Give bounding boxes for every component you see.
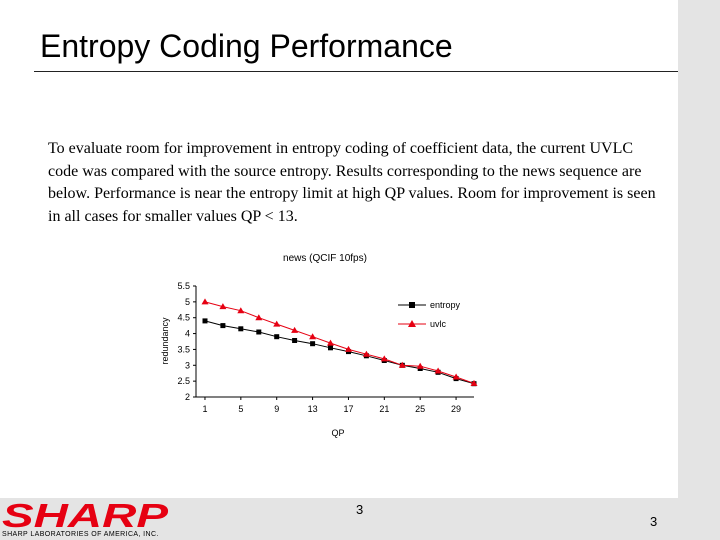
- x-tick-label: 17: [343, 404, 353, 414]
- uvlc-point: [345, 345, 352, 352]
- legend-entropy-marker: [409, 302, 415, 308]
- entropy-point: [220, 323, 226, 329]
- uvlc-point: [380, 355, 388, 362]
- y-tick-label: 5: [185, 297, 190, 307]
- chart-title: news (QCIF 10fps): [283, 253, 367, 264]
- entropy-point: [310, 341, 316, 347]
- legend-uvlc-marker: [408, 320, 416, 327]
- y-tick-label: 4: [185, 329, 190, 339]
- x-tick-label: 5: [238, 404, 243, 414]
- entropy-series-line: [204, 320, 475, 385]
- slide-side-band: [678, 0, 720, 540]
- uvlc-point: [237, 307, 245, 314]
- uvlc-point: [470, 379, 478, 386]
- x-tick-label: 9: [274, 404, 279, 414]
- uvlc-point: [291, 326, 299, 333]
- uvlc-point: [255, 314, 263, 321]
- entropy-point: [202, 318, 208, 324]
- legend-uvlc-label: uvlc: [430, 319, 447, 329]
- y-tick-label: 3.5: [177, 344, 190, 354]
- uvlc-point: [362, 350, 370, 357]
- uvlc-point: [327, 339, 334, 346]
- page-number: 3: [356, 502, 364, 517]
- x-tick-label: 1: [202, 404, 207, 414]
- y-tick-label: 5.5: [177, 281, 190, 291]
- sharp-logo-text: SHARP: [2, 500, 169, 530]
- entropy-point: [292, 338, 298, 343]
- y-tick-label: 2.5: [177, 376, 190, 386]
- sharp-logo: SHARP: [2, 500, 169, 530]
- x-tick-label: 21: [379, 404, 389, 414]
- slide-title: Entropy Coding Performance: [40, 28, 453, 64]
- uvlc-point: [452, 373, 460, 380]
- entropy-point: [238, 326, 244, 332]
- slide-body-text: To evaluate room for improvement in entr…: [48, 140, 656, 225]
- slide-footer-band: [0, 498, 720, 540]
- chart-legend: entropy uvlc: [398, 300, 461, 329]
- brand-subtitle: SHARP LABORATORIES OF AMERICA, INC.: [2, 531, 159, 538]
- chart-plot-layer: 2 2.5 3 3.5 4 4.5 5 5.5 1 5 9 13 17 21 25 29: [177, 281, 478, 414]
- x-tick-label: 29: [451, 404, 461, 414]
- entropy-point: [328, 345, 333, 351]
- legend-entropy-label: entropy: [430, 300, 461, 310]
- uvlc-point: [398, 361, 406, 368]
- uvlc-point: [309, 333, 317, 340]
- uvlc-point: [416, 362, 424, 369]
- uvlc-point: [273, 320, 281, 327]
- entropy-point: [274, 334, 280, 340]
- x-tick-label: 13: [308, 404, 318, 414]
- entropy-point: [256, 329, 262, 335]
- x-tick-label: 25: [415, 404, 425, 414]
- uvlc-point: [201, 298, 209, 305]
- chart-y-axis-label: redundancy: [160, 317, 170, 365]
- uvlc-series-line: [204, 301, 475, 384]
- uvlc-point: [219, 303, 227, 310]
- page-number-corner: 3: [650, 514, 658, 529]
- y-tick-label: 4.5: [177, 313, 190, 323]
- title-divider: [34, 71, 678, 72]
- y-tick-label: 3: [185, 360, 190, 370]
- chart-x-axis-label: QP: [331, 428, 344, 438]
- redundancy-chart: news (QCIF 10fps) 2 2.5 3 3.5 4 4.5 5 5.5 1 5 9 13 1…: [160, 253, 478, 438]
- uvlc-point: [434, 367, 442, 374]
- y-tick-label: 2: [185, 392, 190, 402]
